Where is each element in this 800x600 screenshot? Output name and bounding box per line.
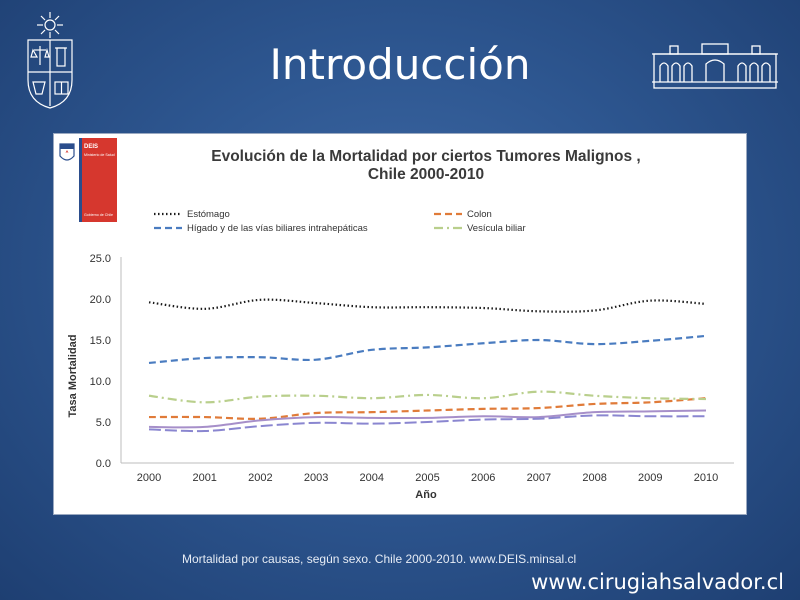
scales-icon <box>30 46 50 65</box>
legend-label-colon: Colon <box>467 209 492 220</box>
book-icon <box>54 81 69 95</box>
y-tick-label: 20.0 <box>90 294 111 306</box>
x-axis-label: Año <box>415 489 437 501</box>
x-tick-labels: 2000 2001 2002 2003 2004 2005 2006 2007 2008 2009… <box>137 472 718 484</box>
deis-badge: DEIS Ministerio de Salud Gobierno de Chi… <box>59 138 117 222</box>
chart-svg: DEIS Ministerio de Salud Gobierno de Chi… <box>59 138 734 501</box>
y-axis-label: Tasa Mortalidad <box>67 335 79 418</box>
x-tick-label: 2001 <box>192 472 216 484</box>
column-icon <box>55 47 67 67</box>
deis-badge-gov: Gobierno de Chile <box>84 213 113 217</box>
x-tick-label: 2009 <box>638 472 662 484</box>
chart-panel: DEIS Ministerio de Salud Gobierno de Chi… <box>53 133 747 515</box>
chile-coat-of-arms-icon <box>59 143 75 161</box>
deis-badge-org: DEIS <box>84 144 98 150</box>
arched-windows-icon <box>659 59 771 82</box>
series-line-purple <box>148 409 707 429</box>
series-lines <box>148 298 707 433</box>
y-tick-labels: 0.0 5.0 10.0 15.0 20.0 25.0 <box>90 253 111 470</box>
slide-title: Introducción <box>269 40 531 89</box>
series-line-colon <box>148 397 707 420</box>
y-tick-label: 0.0 <box>96 458 111 470</box>
chart-title-line-1: Evolución de la Mortalidad por ciertos T… <box>211 148 640 165</box>
deis-badge-blue-stripe <box>79 138 82 222</box>
lamp-icon <box>32 81 46 95</box>
sun-rays-icon <box>37 12 63 38</box>
x-tick-label: 2004 <box>360 472 384 484</box>
chart-title-line-2: Chile 2000-2010 <box>368 166 484 183</box>
legend-label-higado: Hígado y de las vías biliares intrahepát… <box>187 223 368 234</box>
x-tick-label: 2008 <box>582 472 606 484</box>
deis-badge-ministry: Ministerio de Salud <box>84 153 115 157</box>
series-line-lavender <box>148 414 707 433</box>
series-line-vesicula <box>148 390 707 404</box>
y-tick-label: 15.0 <box>90 335 111 347</box>
x-tick-label: 2006 <box>471 472 495 484</box>
y-tick-label: 25.0 <box>90 253 111 265</box>
deis-badge-red-panel <box>79 138 117 222</box>
x-tick-label: 2000 <box>137 472 161 484</box>
series-line-estomago <box>148 298 707 313</box>
university-crest-logo <box>27 12 73 109</box>
x-tick-label: 2003 <box>304 472 328 484</box>
y-tick-label: 5.0 <box>96 417 111 429</box>
x-tick-label: 2002 <box>248 472 272 484</box>
source-caption: Mortalidad por causas, según sexo. Chile… <box>182 552 577 566</box>
x-tick-label: 2005 <box>415 472 439 484</box>
series-line-higado <box>148 334 707 365</box>
hospital-building-logo <box>652 43 778 89</box>
website-url: www.cirugiahsalvador.cl <box>531 570 784 594</box>
legend-label-vesicula: Vesícula biliar <box>467 223 526 234</box>
x-tick-label: 2010 <box>694 472 718 484</box>
y-tick-label: 10.0 <box>90 376 111 388</box>
x-tick-label: 2007 <box>527 472 551 484</box>
legend-label-estomago: Estómago <box>187 209 230 220</box>
chart-legend: Estómago Colon Hígado y de las vías bili… <box>154 209 526 234</box>
